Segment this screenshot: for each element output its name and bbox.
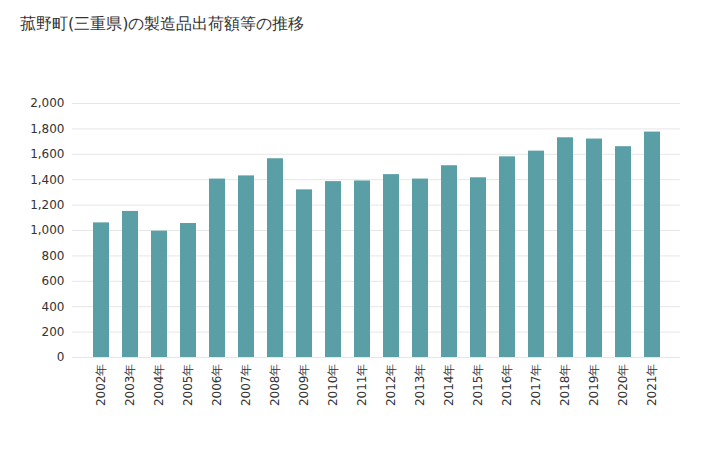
svg-text:2003年: 2003年 <box>123 364 137 407</box>
html-text:2021年: 1,775億円: 2021年: 1,775億円 <box>527 76 672 95</box>
svg-text:2016年: 2016年 <box>500 364 514 407</box>
html-text:[億円]: [億円] <box>22 67 59 82</box>
svg-text:200: 200 <box>42 325 65 339</box>
svg-text:2006年: 2006年 <box>210 364 224 407</box>
svg-text:2010年: 2010年 <box>326 364 340 407</box>
svg-text:0: 0 <box>57 350 65 364</box>
svg-text:2008年: 2008年 <box>268 364 282 407</box>
svg-text:1,000: 1,000 <box>30 223 64 237</box>
svg-text:2011年: 2011年 <box>355 364 369 407</box>
svg-text:2002年: 2002年 <box>94 364 108 407</box>
svg-text:2,000: 2,000 <box>30 96 64 110</box>
svg-text:2014年: 2014年 <box>442 364 456 407</box>
svg-text:2021年: 2021年 <box>645 364 659 407</box>
svg-text:600: 600 <box>42 274 65 288</box>
svg-text:800: 800 <box>42 249 65 263</box>
svg-text:2007年: 2007年 <box>239 364 253 407</box>
svg-text:2004年: 2004年 <box>152 364 166 407</box>
svg-text:1,800: 1,800 <box>30 122 64 136</box>
svg-text:2019年: 2019年 <box>587 364 601 407</box>
svg-text:2013年: 2013年 <box>413 364 427 407</box>
svg-text:400: 400 <box>42 300 65 314</box>
svg-text:2020年: 2020年 <box>616 364 630 407</box>
svg-text:1,200: 1,200 <box>30 198 64 212</box>
html-text:菰野町(三重県)の製造品出荷額等の推移: 菰野町(三重県)の製造品出荷額等の推移 <box>20 14 305 33</box>
svg-text:2018年: 2018年 <box>558 364 572 407</box>
svg-text:2012年: 2012年 <box>384 364 398 407</box>
svg-text:2005年: 2005年 <box>181 364 195 407</box>
svg-text:1,400: 1,400 <box>30 173 64 187</box>
svg-text:2017年: 2017年 <box>529 364 543 407</box>
svg-text:2009年: 2009年 <box>297 364 311 407</box>
svg-text:1,600: 1,600 <box>30 147 64 161</box>
svg-text:2015年: 2015年 <box>471 364 485 407</box>
